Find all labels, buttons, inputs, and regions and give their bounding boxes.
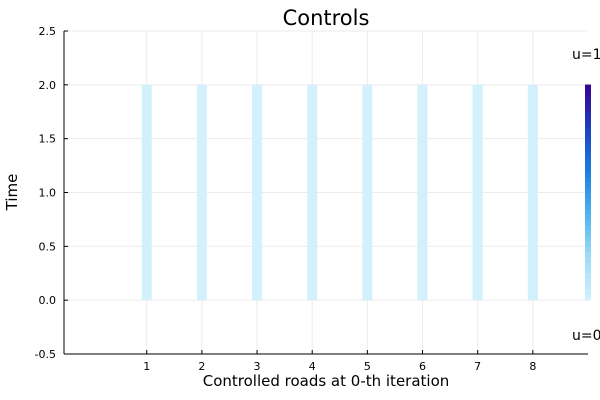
color-scale-segment [585, 149, 591, 156]
x-tick-label: 3 [254, 360, 261, 373]
color-scale-segment [585, 106, 591, 113]
control-bar [196, 84, 207, 301]
x-tick-label: 2 [198, 360, 205, 373]
control-bar [252, 84, 263, 301]
color-scale-segment [585, 186, 591, 193]
tick-labels: 1 2 3 4 5 6 7 8 -0.5 0.0 0.5 1.0 1.5 2.0 2.5 [35, 25, 537, 373]
x-tick-label: 5 [364, 360, 371, 373]
color-scale-strip [585, 84, 591, 301]
color-scale-segment [585, 165, 591, 172]
color-scale-segment [585, 267, 591, 274]
y-tick-label: 1.0 [39, 187, 57, 200]
y-tick-label: 2.5 [39, 25, 57, 38]
axes [63, 30, 588, 355]
x-tick-label: 4 [309, 360, 316, 373]
y-tick-label: 1.5 [39, 133, 57, 146]
annotation-u-min: u=0 [572, 328, 600, 344]
x-tick-label: 1 [143, 360, 150, 373]
color-scale-segment [585, 202, 591, 209]
y-tick-label: 2.0 [39, 79, 57, 92]
color-scale-segment [585, 181, 591, 188]
color-scale-segment [585, 272, 591, 279]
color-scale-segment [585, 197, 591, 204]
color-scale-segment [585, 132, 591, 139]
color-scale-segment [585, 278, 591, 285]
color-scale-segment [585, 208, 591, 215]
color-scale-segment [585, 176, 591, 183]
color-scale-segment [585, 240, 591, 247]
control-bar [472, 84, 483, 301]
color-scale-segment [585, 213, 591, 220]
color-scale-segment [585, 95, 591, 102]
control-bar [362, 84, 373, 301]
color-scale-segment [585, 116, 591, 123]
color-scale-segment [585, 111, 591, 118]
control-bar [141, 84, 152, 301]
color-scale-segment [585, 219, 591, 226]
color-scale-segment [585, 89, 591, 96]
y-tick-label: 0.0 [39, 294, 57, 307]
y-tick-label: 0.5 [39, 240, 57, 253]
color-scale-segment [585, 229, 591, 236]
color-scale-segment [585, 224, 591, 231]
color-scale-segment [585, 294, 591, 301]
chart-title: Controls [283, 6, 370, 30]
annotation-u-max: u=1 [572, 47, 600, 63]
color-scale-segment [585, 251, 591, 258]
x-tick-label: 7 [474, 360, 481, 373]
color-scale-segment [585, 100, 591, 107]
y-tick-label: -0.5 [35, 348, 56, 361]
control-bar [527, 84, 538, 301]
color-scale-segment [585, 170, 591, 177]
color-scale-segment [585, 256, 591, 263]
control-bars [141, 84, 538, 301]
color-scale-segment [585, 246, 591, 253]
color-scale-segment [585, 289, 591, 296]
color-scale-segment [585, 122, 591, 129]
color-scale-segment [585, 192, 591, 199]
color-scale-segment [585, 283, 591, 290]
color-scale-segment [585, 262, 591, 269]
x-tick-label: 6 [419, 360, 426, 373]
color-scale-segment [585, 127, 591, 134]
color-scale-segment [585, 138, 591, 145]
control-bar [307, 84, 318, 301]
color-scale-segment [585, 84, 591, 91]
x-tick-label: 8 [529, 360, 536, 373]
control-bar [417, 84, 428, 301]
color-scale-segment [585, 159, 591, 166]
y-axis-label: Time [3, 174, 21, 212]
color-scale-segment [585, 154, 591, 161]
color-scale-segment [585, 235, 591, 242]
x-axis-label: Controlled roads at 0-th iteration [203, 372, 450, 390]
color-scale-segment [585, 143, 591, 150]
